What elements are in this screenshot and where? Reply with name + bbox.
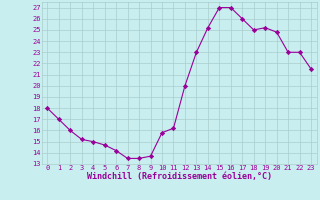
X-axis label: Windchill (Refroidissement éolien,°C): Windchill (Refroidissement éolien,°C) [87, 172, 272, 181]
